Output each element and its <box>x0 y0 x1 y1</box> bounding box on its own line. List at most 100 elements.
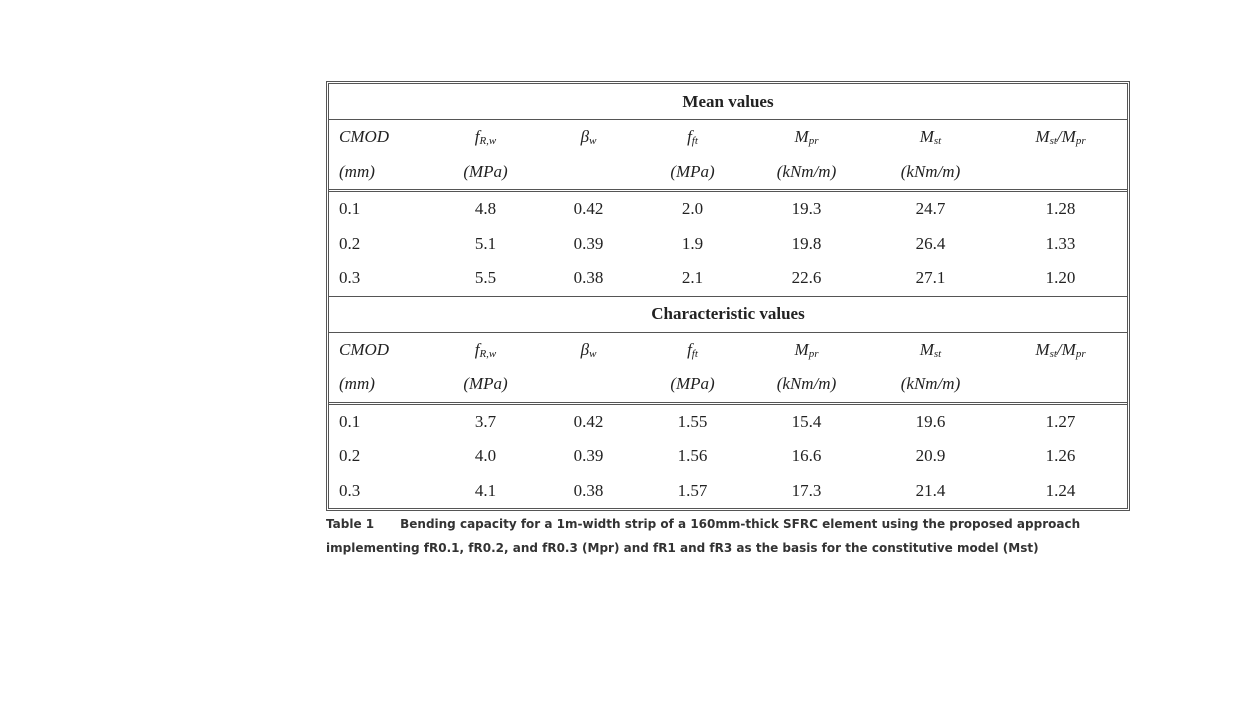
column-name: Mpr <box>746 340 867 360</box>
data-cell: 19.8 <box>791 233 822 253</box>
data-cell: 1.55 <box>677 411 708 431</box>
subscript: st <box>933 135 942 148</box>
symbol: f <box>687 339 692 359</box>
data-cell: 0.42 <box>573 411 604 431</box>
column-name: Mst/Mpr <box>994 340 1127 360</box>
column-name: Mst <box>867 340 994 360</box>
data-row: 0.3 5.5 0.38 2.1 22.6 27.1 1.20 <box>329 261 1127 297</box>
column-name: Mst <box>867 127 994 147</box>
section-title: Characteristic values <box>651 304 805 323</box>
column-name: CMOD <box>339 340 433 360</box>
subscript: pr <box>808 347 819 360</box>
symbol: β <box>580 339 590 359</box>
data-cell: 5.5 <box>474 268 497 288</box>
column-name: βw <box>538 127 639 147</box>
data-cell: 0.38 <box>573 268 604 288</box>
header-cell: fR,w (MPa) <box>433 333 538 402</box>
data-cell: 0.3 <box>339 480 361 500</box>
symbol: M <box>1035 339 1050 359</box>
column-name: fft <box>639 340 746 360</box>
column-unit: (kNm/m) <box>776 161 837 181</box>
data-cell: 4.1 <box>474 480 497 500</box>
column-unit: (MPa) <box>670 161 715 181</box>
subscript: st <box>933 347 942 360</box>
symbol: M <box>919 127 934 147</box>
header-cell: CMOD (mm) <box>329 120 433 189</box>
data-cell: 1.9 <box>681 233 704 253</box>
header-cell: Mpr (kNm/m) <box>746 120 867 189</box>
section-title-row: Characteristic values <box>329 297 1127 333</box>
header-cell: fR,w (MPa) <box>433 120 538 189</box>
column-name: CMOD <box>339 127 433 147</box>
data-cell: 16.6 <box>791 446 822 466</box>
column-unit: (kNm/m) <box>776 374 837 394</box>
symbol: CMOD <box>339 339 390 359</box>
symbol: /M <box>1056 339 1076 359</box>
data-cell: 3.7 <box>474 411 497 431</box>
symbol: M <box>919 339 934 359</box>
column-name: Mst/Mpr <box>994 127 1127 147</box>
column-unit <box>538 374 639 394</box>
data-cell: 27.1 <box>915 268 946 288</box>
data-cell: 1.33 <box>1045 233 1076 253</box>
column-unit: (kNm/m) <box>900 161 961 181</box>
subscript: pr <box>1075 135 1086 148</box>
data-cell: 4.8 <box>474 199 497 219</box>
header-cell: Mpr (kNm/m) <box>746 333 867 402</box>
data-cell: 26.4 <box>915 233 946 253</box>
data-cell: 1.24 <box>1045 480 1076 500</box>
data-cell: 0.38 <box>573 480 604 500</box>
data-cell: 1.26 <box>1045 446 1076 466</box>
data-cell: 0.3 <box>339 268 361 288</box>
data-cell: 1.27 <box>1045 411 1076 431</box>
data-cell: 21.4 <box>915 480 946 500</box>
symbol: M <box>1035 127 1050 147</box>
subscript: R,w <box>479 135 497 148</box>
data-cell: 24.7 <box>915 199 946 219</box>
symbol: β <box>580 127 590 147</box>
subscript: ft <box>691 135 698 148</box>
data-cell: 1.57 <box>677 480 708 500</box>
column-name: fR,w <box>433 340 538 360</box>
data-row: 0.3 4.1 0.38 1.57 17.3 21.4 1.24 <box>329 474 1127 509</box>
data-cell: 0.1 <box>339 411 361 431</box>
header-cell: fft (MPa) <box>639 120 746 189</box>
column-unit: (mm) <box>339 161 375 181</box>
data-cell: 20.9 <box>915 446 946 466</box>
header-row: CMOD (mm) fR,w (MPa) βw fft (MPa) Mpr (kNm/m) Ms… <box>329 333 1127 405</box>
symbol: f <box>474 127 480 147</box>
header-cell: Mst/Mpr <box>994 120 1127 189</box>
caption-text: Bending capacity for a 1m-width strip of… <box>326 517 1081 555</box>
table: Mean values CMOD (mm) fR,w (MPa) βw fft (MPa) M… <box>326 81 1130 511</box>
symbol: M <box>794 339 809 359</box>
symbol: /M <box>1056 127 1076 147</box>
subscript: w <box>589 347 597 360</box>
data-cell: 2.0 <box>681 199 704 219</box>
data-cell: 2.1 <box>681 268 704 288</box>
column-unit: (MPa) <box>670 374 715 394</box>
column-unit <box>538 162 639 182</box>
subscript: R,w <box>479 347 497 360</box>
header-cell: βw <box>538 333 639 402</box>
data-cell: 15.4 <box>791 411 822 431</box>
data-cell: 0.2 <box>339 233 361 253</box>
data-cell: 0.2 <box>339 446 361 466</box>
column-unit: (mm) <box>339 374 375 394</box>
data-cell: 19.3 <box>791 199 822 219</box>
header-cell: βw <box>538 120 639 189</box>
column-unit: (MPa) <box>463 161 508 181</box>
column-unit: (kNm/m) <box>900 374 961 394</box>
header-cell: Mst (kNm/m) <box>867 120 994 189</box>
symbol: CMOD <box>339 127 390 147</box>
data-cell: 0.39 <box>573 233 604 253</box>
subscript: st <box>1049 347 1057 360</box>
symbol: f <box>474 339 480 359</box>
header-cell: CMOD (mm) <box>329 333 433 402</box>
data-row: 0.1 4.8 0.42 2.0 19.3 24.7 1.28 <box>329 192 1127 227</box>
header-cell: Mst/Mpr <box>994 333 1127 402</box>
data-cell: 0.39 <box>573 446 604 466</box>
column-unit <box>994 374 1127 394</box>
section-title: Mean values <box>682 91 774 111</box>
data-cell: 4.0 <box>474 446 497 466</box>
